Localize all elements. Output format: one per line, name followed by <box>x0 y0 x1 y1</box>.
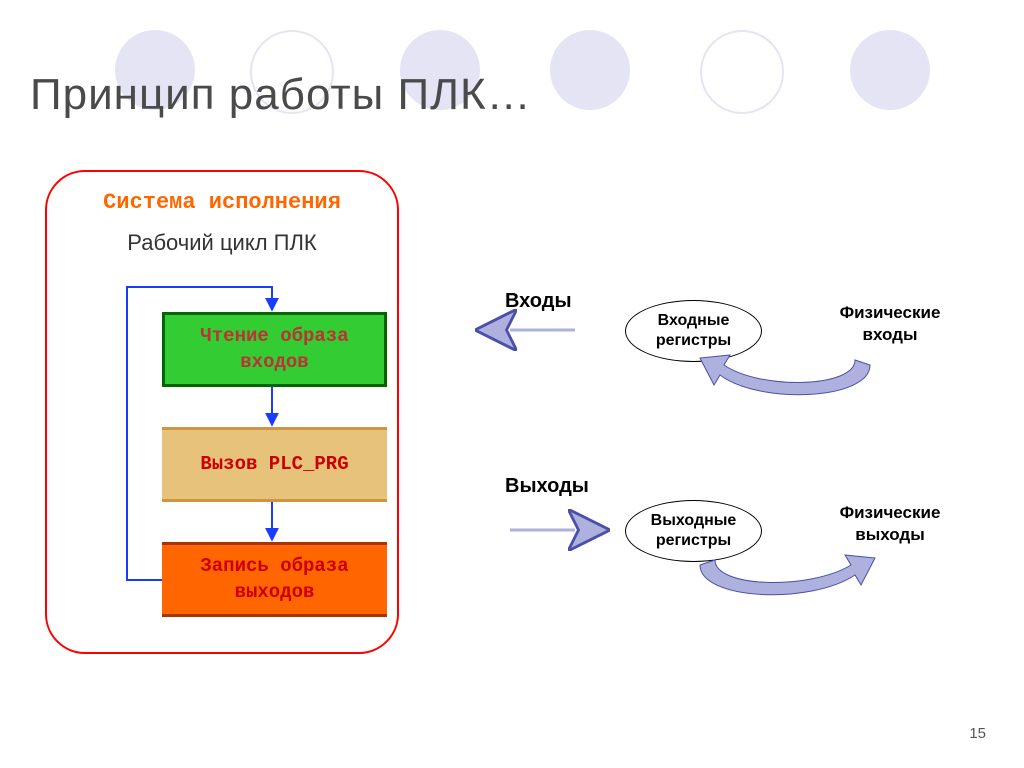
decor-circle-4 <box>550 30 630 110</box>
phys-outputs-text: Физические выходы <box>830 502 950 546</box>
cycle-box-write: Запись образа выходов <box>162 542 387 617</box>
cycle-read-l2: входов <box>240 351 308 373</box>
output-registers-ellipse: Выходные регистры <box>625 500 762 562</box>
cycle-box-read: Чтение образа входов <box>162 312 387 387</box>
decor-circle-5 <box>700 30 784 114</box>
system-box: Система исполнения Рабочий цикл ПЛК Чтен… <box>45 170 399 654</box>
input-registers-text: Входные регистры <box>656 311 731 351</box>
input-registers-ellipse: Входные регистры <box>625 300 762 362</box>
phys-inputs-text: Физические входы <box>830 302 950 346</box>
cycle-read-l1: Чтение образа <box>200 325 348 347</box>
decor-circle-6 <box>850 30 930 110</box>
cycle-write-l1: Запись образа <box>200 555 348 577</box>
cycle-write-l2: выходов <box>235 581 315 603</box>
outputs-label: Выходы <box>505 475 589 498</box>
cycle-box-call: Вызов PLC_PRG <box>162 427 387 502</box>
cycle-call-label: Вызов PLC_PRG <box>200 452 348 478</box>
system-subtitle: Рабочий цикл ПЛК <box>47 230 397 256</box>
slide-title: Принцип работы ПЛК… <box>30 70 532 120</box>
page-number: 15 <box>969 725 986 742</box>
inputs-label: Входы <box>505 290 572 313</box>
output-registers-text: Выходные регистры <box>651 511 737 551</box>
system-title: Система исполнения <box>47 190 397 215</box>
